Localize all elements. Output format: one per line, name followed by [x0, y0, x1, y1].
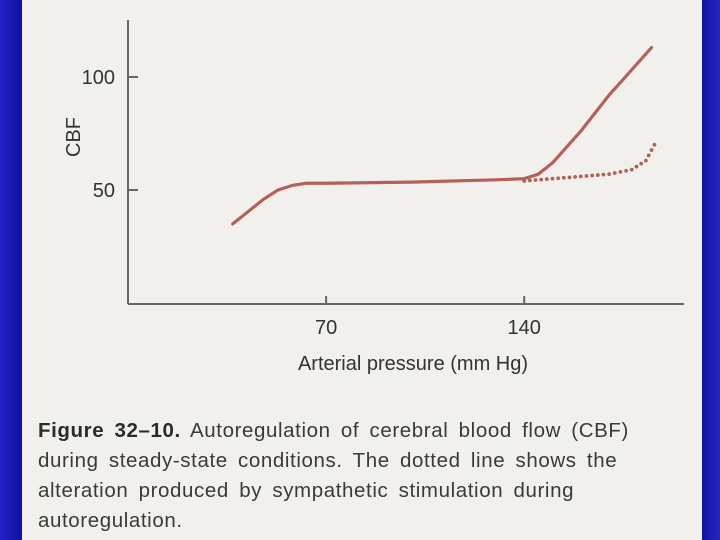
dotted-point [584, 174, 589, 178]
dotted-point [618, 170, 623, 174]
dotted-point [639, 161, 644, 166]
dotted-point [573, 174, 578, 179]
dotted-point [652, 142, 657, 147]
dotted-point [556, 176, 561, 181]
x-tick-label: 140 [508, 317, 541, 339]
dotted-point [533, 178, 538, 182]
dotted-point [612, 171, 617, 175]
cbf-chart: 70 140 50 100 Arterial pressure (mm Hg) CBF [63, 20, 684, 375]
dotted-point [539, 177, 544, 182]
x-axis-title: Arterial pressure (mm Hg) [298, 353, 528, 375]
dotted-point [634, 164, 639, 169]
slide-border-left [0, 0, 22, 540]
series-line-dotted [522, 142, 657, 183]
dotted-point [578, 174, 583, 179]
chart-series [231, 46, 657, 226]
chart-axes [127, 20, 684, 305]
y-tick-label: 50 [93, 180, 115, 202]
dotted-point [527, 178, 532, 183]
figure-caption-text: Autoregulation of cerebral blood flow (C… [38, 419, 629, 532]
dotted-point [561, 175, 566, 180]
dotted-point [643, 158, 648, 163]
dotted-point [646, 153, 651, 158]
dotted-point [550, 176, 555, 181]
dotted-point [544, 177, 549, 182]
y-axis-title: CBF [63, 117, 85, 157]
dotted-point [649, 148, 654, 152]
dotted-point [624, 168, 628, 173]
x-tick-label: 70 [315, 317, 337, 339]
dotted-point [595, 173, 600, 177]
dotted-point [567, 175, 572, 180]
chart-ticks: 70 140 50 100 [82, 67, 541, 339]
figure-caption: Figure 32–10. Autoregulation of cerebral… [38, 416, 698, 536]
y-tick-label: 100 [82, 67, 115, 89]
dotted-point [590, 173, 595, 178]
figure-page: 70 140 50 100 Arterial pressure (mm Hg) CBF… [22, 0, 702, 540]
figure-label: Figure 32–10. [38, 419, 181, 442]
dotted-point [522, 179, 527, 183]
dotted-point [607, 172, 611, 177]
slide-border-right [702, 0, 720, 540]
series-line-solid [231, 46, 654, 226]
dotted-point [601, 172, 606, 177]
dotted-point [629, 167, 634, 172]
